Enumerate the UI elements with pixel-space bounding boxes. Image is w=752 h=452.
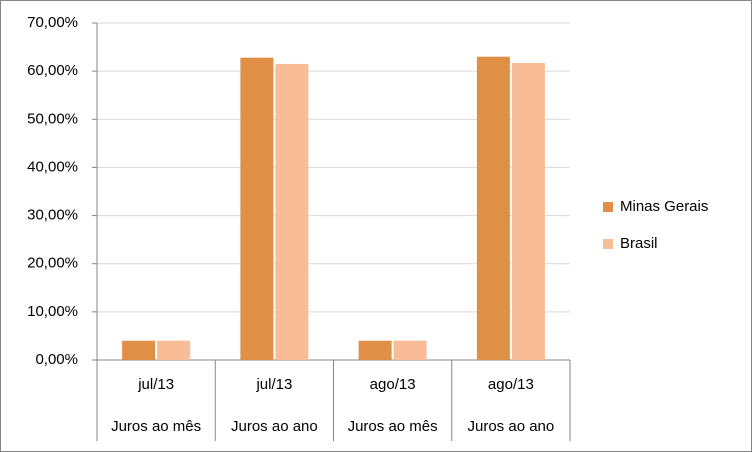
bar: [476, 56, 510, 360]
legend-swatch: [603, 202, 613, 212]
y-tick-label: 50,00%: [27, 110, 78, 127]
x-tick-label: jul/13: [255, 376, 292, 393]
x-tick-label: ago/13: [488, 376, 534, 393]
bar: [393, 340, 427, 360]
bar: [358, 340, 392, 360]
legend-label: Brasil: [620, 235, 658, 252]
y-tick-label: 10,00%: [27, 303, 78, 320]
y-tick-label: 30,00%: [27, 207, 78, 224]
x-tick-label: ago/13: [370, 376, 416, 393]
x-tick-label: jul/13: [137, 376, 174, 393]
bar: [275, 63, 309, 361]
bar: [122, 340, 156, 360]
bar: [157, 340, 191, 360]
y-tick-label: 0,00%: [35, 351, 78, 368]
y-tick-label: 20,00%: [27, 255, 78, 272]
x-group-label: Juros ao ano: [468, 418, 555, 435]
bar: [240, 57, 274, 361]
x-group-label: Juros ao mês: [348, 418, 438, 435]
y-tick-label: 70,00%: [27, 14, 78, 31]
legend-swatch: [603, 239, 613, 249]
y-tick-label: 40,00%: [27, 158, 78, 175]
x-group-label: Juros ao mês: [111, 418, 201, 435]
x-group-label: Juros ao ano: [231, 418, 318, 435]
y-tick-label: 60,00%: [27, 62, 78, 79]
legend-label: Minas Gerais: [620, 198, 708, 215]
bar: [511, 62, 545, 361]
